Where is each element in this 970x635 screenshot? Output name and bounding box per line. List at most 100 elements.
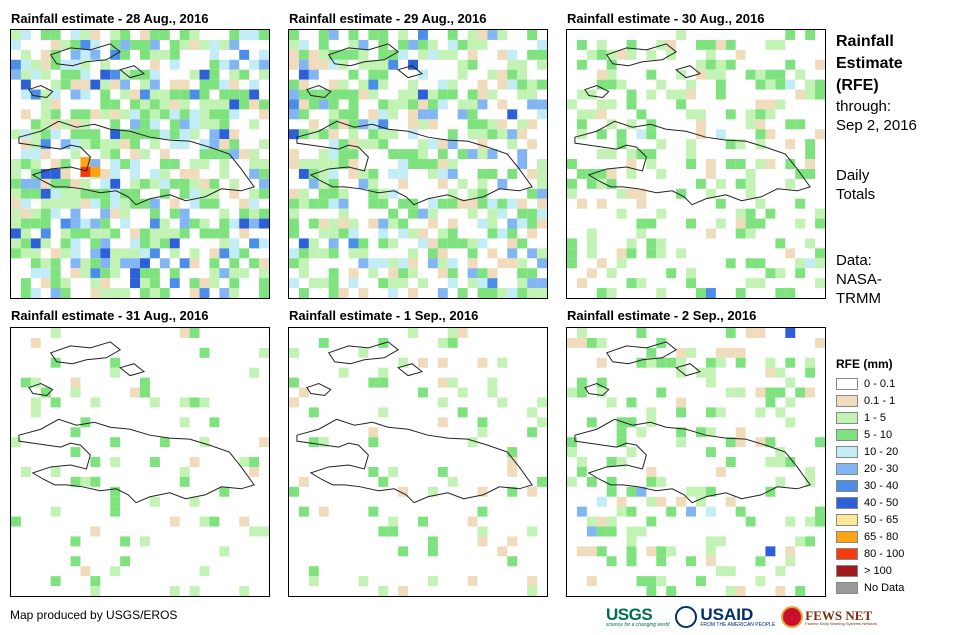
rainfall-cell (159, 109, 170, 120)
rainfall-cell (477, 188, 488, 199)
rainfall-cell (179, 119, 190, 130)
rainfall-cell (646, 516, 657, 527)
rainfall-cell (398, 268, 409, 279)
rainfall-cell (60, 69, 71, 80)
legend-label: 10 - 20 (864, 445, 899, 458)
rainfall-cell (507, 109, 518, 120)
rainfall-cell (666, 586, 677, 596)
rainfall-cell (467, 99, 478, 110)
rainfall-cell (209, 198, 220, 209)
legend-row: 65 - 80 (836, 528, 904, 545)
rainfall-cell (507, 556, 518, 567)
rainfall-cell (259, 258, 269, 269)
rainfall-cell (606, 288, 617, 298)
rainfall-cell (795, 119, 806, 130)
rainfall-cell (120, 30, 131, 40)
rainfall-cell (149, 178, 160, 189)
rainfall-cell (169, 586, 180, 596)
rainfall-cell (169, 178, 180, 189)
rainfall-cell (596, 49, 607, 60)
rainfall-cell (368, 506, 379, 517)
rainfall-cell (427, 536, 438, 547)
rainfall-cell (30, 258, 41, 269)
rainfall-cell (418, 139, 428, 150)
rainfall-cell (189, 89, 200, 100)
rainfall-cell (328, 218, 339, 229)
rainfall-cell (289, 99, 299, 110)
rainfall-cell (636, 129, 647, 140)
rainfall-cell (90, 586, 101, 596)
rainfall-cell (398, 30, 409, 40)
rainfall-cell (388, 288, 399, 298)
rainfall-cell (120, 49, 131, 60)
daily-totals-line1: Daily (836, 167, 870, 184)
hispaniola-coastline (574, 418, 811, 504)
rainfall-cell (189, 248, 200, 259)
rainfall-cell (467, 188, 478, 199)
rainfall-cell (90, 39, 101, 50)
rainfall-cell (715, 89, 726, 100)
rainfall-cell (596, 168, 607, 179)
rainfall-cell (70, 536, 81, 547)
rainfall-cell (497, 258, 508, 269)
rainfall-cell (596, 496, 607, 507)
rainfall-cell (11, 39, 21, 50)
rainfall-cell (348, 168, 359, 179)
rainfall-cell (130, 238, 140, 249)
rainfall-cell (805, 476, 816, 487)
rainfall-cell (100, 89, 111, 100)
rainfall-cell (110, 506, 121, 517)
rainfall-cell (725, 457, 736, 467)
rainfall-cell (775, 99, 786, 110)
rainfall-cell (447, 218, 458, 229)
rainfall-cell (686, 139, 696, 150)
rainfall-cell (735, 228, 746, 239)
rainfall-cell (50, 178, 61, 189)
rainfall-cell (517, 149, 528, 160)
rainfall-cell (705, 377, 716, 388)
rainfall-cell (40, 99, 51, 110)
rainfall-cell (765, 437, 776, 448)
rainfall-cell (745, 208, 756, 219)
rainfall-cell (646, 238, 657, 249)
rainfall-cell (368, 30, 379, 40)
rainfall-cell (130, 159, 140, 169)
legend-label: 0.1 - 1 (864, 394, 896, 407)
rainfall-cell (537, 109, 547, 120)
rainfall-cell (140, 79, 150, 90)
rainfall-cell (90, 268, 101, 279)
rainfall-cell (289, 208, 299, 219)
rainfall-cell (785, 357, 796, 368)
rainfall-cell (646, 89, 657, 100)
rainfall-cell (40, 258, 51, 269)
rainfall-cell (775, 69, 786, 80)
rainfall-cell (567, 476, 577, 487)
rainfall-cell (50, 89, 61, 100)
rainfall-map-28-aug (10, 29, 270, 299)
rainfall-cell (567, 99, 577, 110)
rainfall-cell (696, 129, 706, 140)
rainfall-cell (298, 59, 309, 70)
rainfall-cell (705, 159, 716, 169)
hispaniola-coastline (18, 418, 255, 504)
rainfall-cell (199, 218, 210, 229)
rainfall-cell (616, 506, 627, 517)
rainfall-cell (30, 69, 41, 80)
rainfall-cell (289, 149, 299, 160)
panel-title-30-aug: Rainfall estimate - 30 Aug., 2016 (567, 11, 765, 26)
rainfall-cell (775, 447, 786, 458)
rainfall-cell (60, 139, 71, 150)
rainfall-cell (795, 258, 806, 269)
rainfall-cell (606, 486, 617, 497)
rainfall-cell (328, 149, 339, 160)
rainfall-cell (308, 69, 319, 80)
rainfall-cell (378, 129, 389, 140)
rainfall-cell (159, 258, 170, 269)
rainfall-cell (30, 59, 41, 70)
rainfall-cell (586, 546, 597, 557)
rainfall-cell (348, 278, 359, 289)
rainfall-cell (70, 188, 81, 199)
rainfall-cell (447, 39, 458, 50)
rainfall-cell (298, 99, 309, 110)
rainfall-cell (497, 546, 508, 557)
